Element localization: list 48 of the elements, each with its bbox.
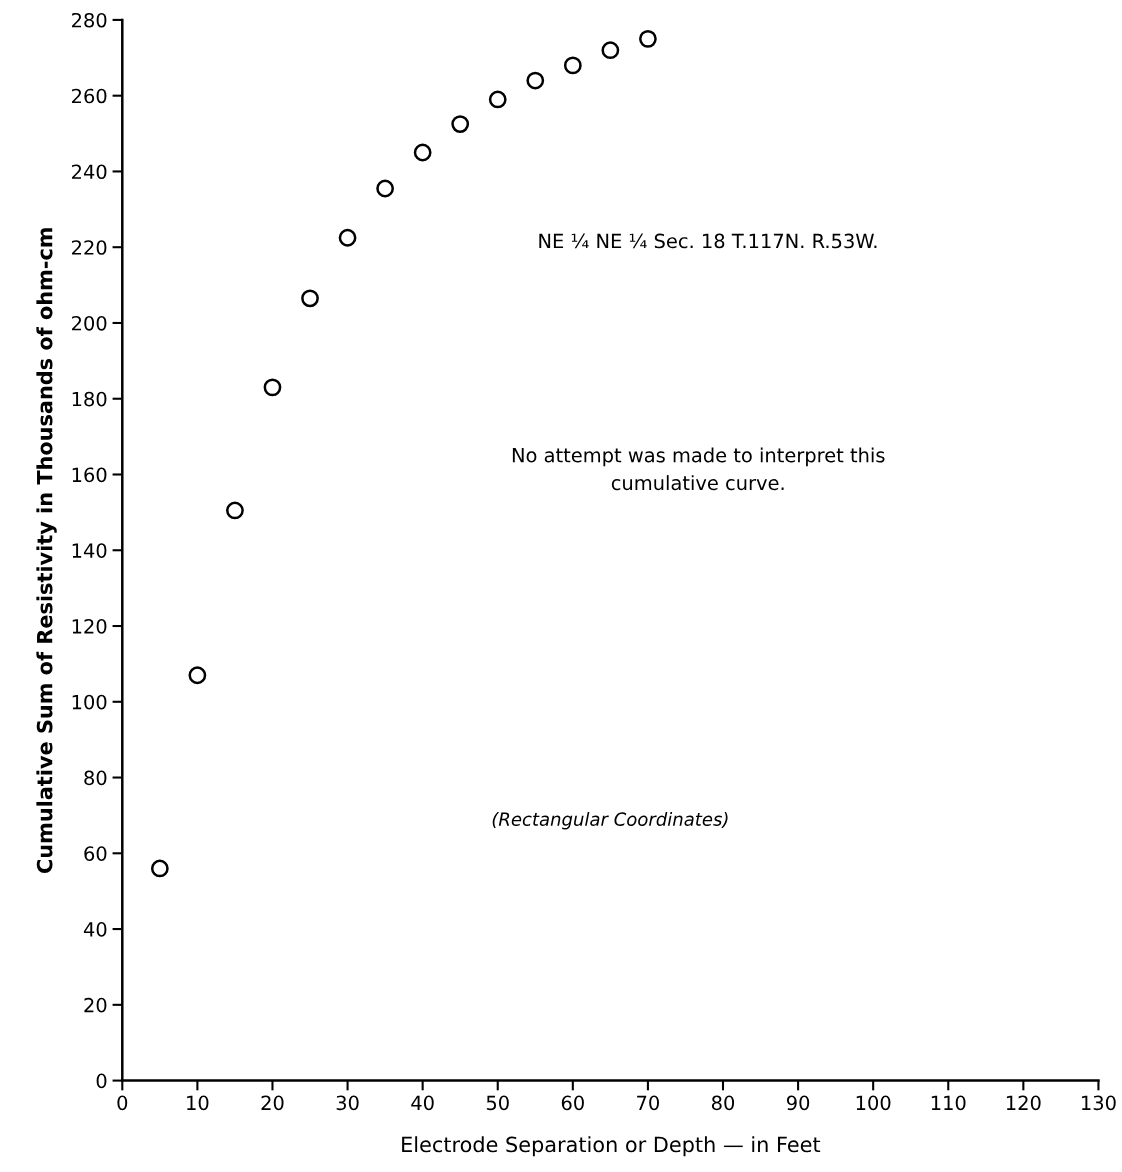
y-tick-label: 20 [84, 997, 107, 1013]
x-tick-label: 90 [786, 1095, 810, 1111]
annotation: (Rectangular Coordinates) [492, 811, 728, 830]
y-tick-label: 120 [72, 618, 107, 634]
x-tick-label: 60 [561, 1095, 584, 1111]
y-tick-label: 80 [84, 770, 107, 786]
x-tick-label: 10 [187, 1095, 209, 1111]
y-tick-label: 60 [84, 846, 107, 861]
point [376, 179, 394, 198]
point [301, 289, 319, 308]
y-tick-label: 100 [72, 694, 107, 710]
x-tick-label: 110 [931, 1095, 966, 1111]
annotation: No attempt was made to interpret this cumulative curve. [512, 447, 885, 491]
y-tick-label: 200 [72, 315, 107, 331]
y-tick-label: 240 [72, 164, 107, 180]
y-tick-label: 280 [72, 12, 107, 28]
point [526, 71, 545, 90]
x-tick-label: 120 [1006, 1095, 1041, 1111]
x-tick-label: 50 [486, 1095, 509, 1111]
point [413, 143, 432, 162]
y-tick-label: 260 [72, 88, 107, 104]
x-tick-label: 0 [117, 1095, 128, 1111]
point [563, 56, 582, 75]
x-axis-title: Electrode Separation or Depth — in Feet [402, 1136, 821, 1157]
point [639, 29, 657, 48]
x-tick-label: 20 [261, 1095, 284, 1111]
x-tick-label: 30 [336, 1095, 359, 1111]
point [488, 90, 507, 109]
y-axis-title: Cumulative Sum of Resistivity in Thousands of ohm-cm [36, 228, 57, 873]
y-tick-label: 160 [72, 467, 107, 483]
point [263, 378, 282, 397]
y-tick-label: 140 [72, 543, 107, 558]
point [150, 859, 169, 878]
y-tick-label: 0 [96, 1073, 107, 1089]
y-tick-label: 180 [72, 391, 107, 407]
point [226, 501, 244, 520]
point [338, 228, 357, 247]
x-tick-label: 70 [637, 1095, 659, 1111]
x-tick-label: 100 [856, 1095, 891, 1111]
y-tick-label: 220 [72, 240, 107, 255]
x-tick-label: 130 [1082, 1095, 1116, 1111]
x-tick-label: 80 [711, 1095, 735, 1111]
y-tick-label: 40 [83, 922, 107, 937]
annotation: NE ¼ NE ¼ Sec. 18 T.117N. R.53W. [539, 233, 877, 249]
x-tick-label: 40 [411, 1095, 434, 1111]
point [451, 115, 470, 133]
point [188, 666, 207, 685]
point [601, 41, 620, 60]
